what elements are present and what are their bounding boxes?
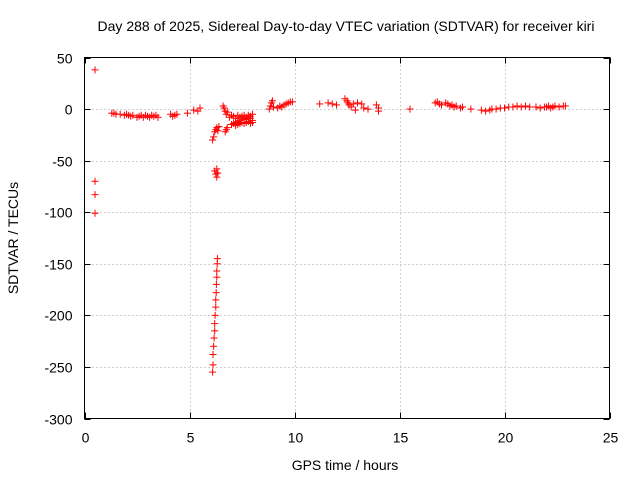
data-point <box>129 111 137 119</box>
x-tick-label: 10 <box>288 430 304 446</box>
data-point <box>364 105 372 113</box>
data-point <box>220 104 228 112</box>
data-point <box>265 105 273 113</box>
data-point <box>467 105 475 113</box>
data-point <box>501 104 508 112</box>
data-point <box>209 368 217 376</box>
data-point <box>91 209 99 217</box>
data-point <box>351 106 359 114</box>
data-point <box>509 103 517 111</box>
data-point <box>183 109 191 117</box>
x-tick-label: 15 <box>393 430 409 446</box>
data-point <box>116 110 124 118</box>
y-tick-label: -50 <box>52 154 72 170</box>
data-point <box>270 103 277 111</box>
data-point <box>212 296 220 304</box>
data-point <box>249 118 256 126</box>
data-points <box>91 66 569 376</box>
y-tick-label: -200 <box>44 308 72 324</box>
data-point <box>492 105 500 113</box>
data-point <box>482 107 490 115</box>
data-point <box>268 97 276 105</box>
data-point <box>360 104 368 112</box>
data-point <box>214 127 222 135</box>
data-point <box>214 169 222 177</box>
data-point <box>354 99 361 107</box>
x-tick-labels: 0 5 10 15 20 25 <box>82 430 619 446</box>
data-point <box>223 124 231 132</box>
grid <box>84 57 610 419</box>
x-tick-label: 20 <box>498 430 514 446</box>
data-point <box>223 108 231 116</box>
data-point <box>406 105 414 113</box>
data-point <box>190 106 198 114</box>
data-point <box>213 255 221 263</box>
data-point <box>212 303 220 311</box>
plot-frame <box>84 57 610 419</box>
y-tick-label: 50 <box>57 51 73 67</box>
data-point <box>91 177 99 185</box>
data-point <box>210 342 218 350</box>
data-point <box>209 361 217 369</box>
data-point <box>210 334 218 342</box>
data-point <box>324 99 332 107</box>
data-point <box>555 103 563 111</box>
data-point <box>212 280 220 288</box>
x-tick-label: 25 <box>603 430 619 446</box>
data-point <box>288 98 296 106</box>
data-point <box>536 104 544 112</box>
data-point <box>526 103 534 111</box>
data-point <box>91 191 99 199</box>
data-point <box>522 102 529 110</box>
data-point <box>477 106 485 114</box>
data-point <box>211 311 219 319</box>
y-tick-label: -100 <box>44 205 72 221</box>
data-point <box>459 103 466 111</box>
data-point <box>213 267 221 275</box>
y-tick-label: -150 <box>44 257 72 273</box>
y-axis-label: SDTVAR / TECUs <box>5 182 21 294</box>
data-point <box>349 100 357 108</box>
x-tick-label: 0 <box>82 430 90 446</box>
data-point <box>316 100 324 108</box>
data-point <box>173 110 181 118</box>
chart-title: Day 288 of 2025, Sidereal Day-to-day VTE… <box>98 18 595 34</box>
data-point <box>213 273 221 281</box>
data-point <box>213 165 221 173</box>
data-point <box>328 100 336 108</box>
data-point <box>561 102 569 110</box>
data-point <box>333 101 340 109</box>
data-point <box>211 327 219 335</box>
y-tick-label: 0 <box>65 102 73 118</box>
data-point <box>532 103 540 111</box>
data-point <box>209 136 217 144</box>
data-point <box>215 123 223 131</box>
y-tick-labels: 50 0 -50 -100 -150 -200 -250 -300 <box>44 51 72 428</box>
data-point <box>211 320 219 328</box>
y-tick-label: -250 <box>44 360 72 376</box>
data-point <box>210 133 218 141</box>
data-point <box>452 102 460 110</box>
data-point <box>249 110 256 118</box>
data-point <box>517 103 525 111</box>
data-point <box>375 107 382 115</box>
data-point <box>513 102 521 110</box>
axis-ticks <box>84 57 611 420</box>
data-point <box>438 101 445 109</box>
data-point <box>154 113 162 121</box>
data-point <box>213 173 221 181</box>
y-tick-label: -300 <box>44 412 72 428</box>
data-point <box>196 104 204 112</box>
data-point <box>91 66 99 74</box>
data-point <box>358 100 366 108</box>
data-point <box>551 102 559 110</box>
data-point <box>209 351 217 359</box>
data-point <box>266 102 274 110</box>
x-axis-label: GPS time / hours <box>292 457 399 473</box>
x-tick-label: 5 <box>187 430 195 446</box>
data-point <box>212 289 220 297</box>
